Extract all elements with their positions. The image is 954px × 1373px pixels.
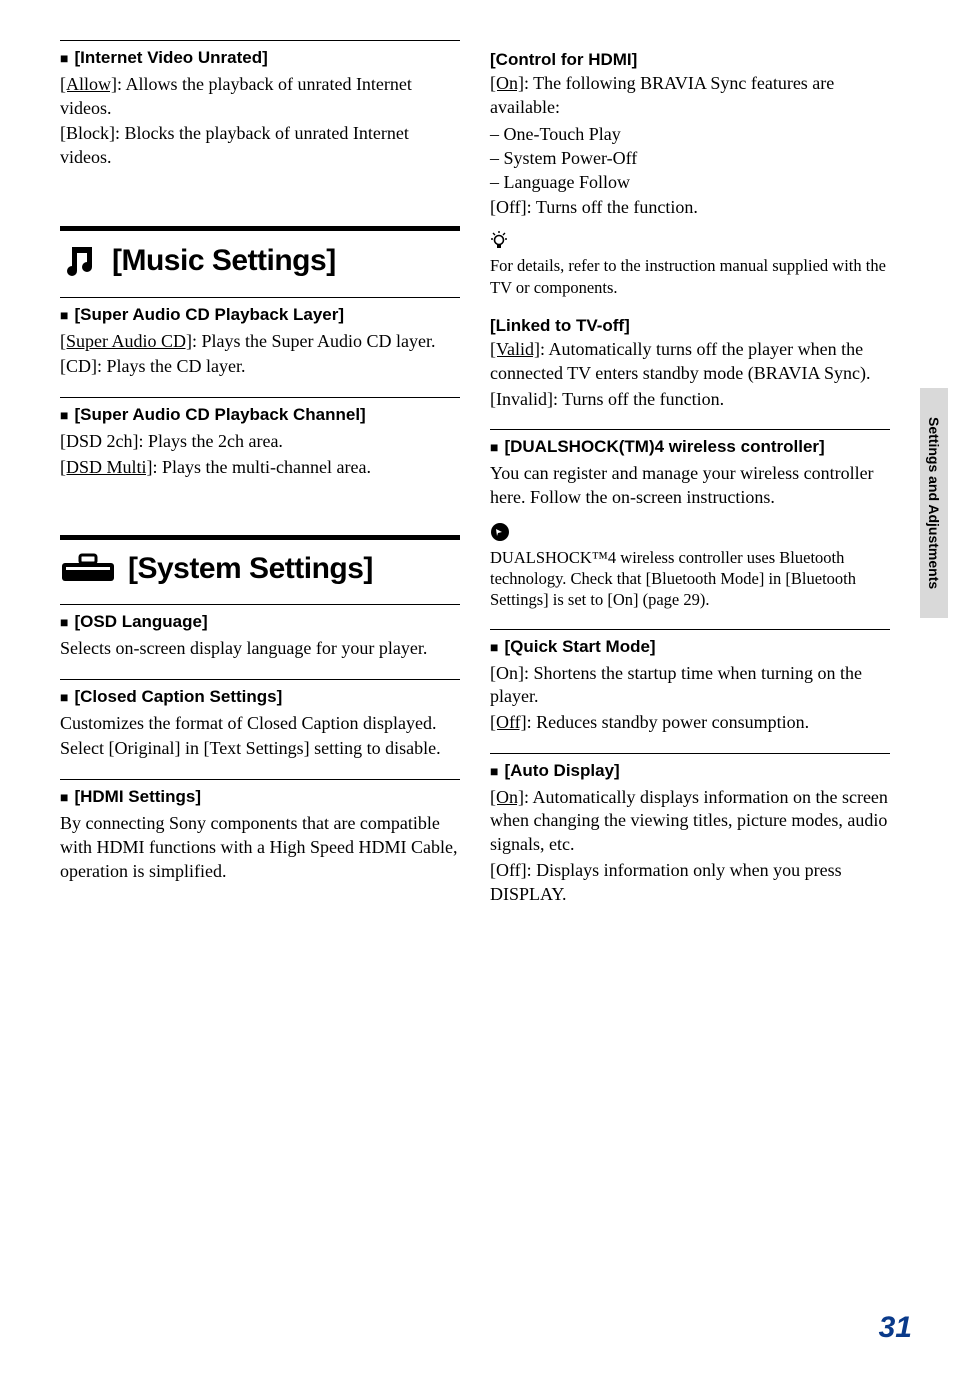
default-option: [Valid] (490, 339, 540, 359)
heading-text: [Music Settings] (112, 244, 336, 278)
body-text: [Super Audio CD]: Plays the Super Audio … (60, 330, 460, 354)
dash-list: – One-Touch Play – System Power-Off – La… (490, 122, 890, 195)
section-hdmi-settings: ■ [HDMI Settings] By connecting Sony com… (60, 779, 460, 883)
section-dualshock: ■ [DUALSHOCK(TM)4 wireless controller] Y… (490, 429, 890, 509)
item-title: ■ [OSD Language] (60, 611, 460, 635)
subheading-linked-tv: [Linked to TV-off] (490, 316, 890, 336)
body-text: [Off]: Displays information only when yo… (490, 859, 890, 907)
bullet-icon: ■ (490, 760, 498, 784)
body-text: [On]: Automatically displays information… (490, 786, 890, 857)
item-title: ■ [Internet Video Unrated] (60, 47, 460, 71)
default-option: [Super Audio CD] (60, 331, 192, 351)
title-text: [Internet Video Unrated] (74, 47, 267, 70)
bullet-icon: ■ (490, 636, 498, 660)
title-text: [Quick Start Mode] (504, 636, 655, 659)
body-text: [Off]: Turns off the function. (490, 196, 890, 220)
music-settings-heading: [Music Settings] (60, 226, 460, 279)
tip-icon (490, 230, 890, 255)
body-text: [DSD 2ch]: Plays the 2ch area. (60, 430, 460, 454)
note-icon (490, 522, 890, 547)
body-text: By connecting Sony components that are c… (60, 812, 460, 883)
music-note-icon (60, 243, 100, 279)
item-title: ■ [Closed Caption Settings] (60, 686, 460, 710)
item-title: ■ [Auto Display] (490, 760, 890, 784)
title-text: [OSD Language] (74, 611, 207, 634)
item-title: ■ [DUALSHOCK(TM)4 wireless controller] (490, 436, 890, 460)
body-text: You can register and manage your wireles… (490, 462, 890, 510)
default-option: [On] (490, 73, 524, 93)
body-text: Selects on-screen display language for y… (60, 637, 460, 661)
default-option: [On] (490, 787, 524, 807)
body-text: [Off]: Reduces standby power consumption… (490, 711, 890, 735)
list-item: – One-Touch Play (490, 122, 890, 146)
side-tab: Settings and Adjustments (920, 388, 948, 618)
item-title: ■ [HDMI Settings] (60, 786, 460, 810)
subheading-control-hdmi: [Control for HDMI] (490, 50, 890, 70)
section-sacd-channel: ■ [Super Audio CD Playback Channel] [DSD… (60, 397, 460, 479)
section-closed-caption: ■ [Closed Caption Settings] Customizes t… (60, 679, 460, 761)
body-text: Select [Original] in [Text Settings] set… (60, 737, 460, 761)
tip-text: For details, refer to the instruction ma… (490, 255, 890, 298)
bullet-icon: ■ (60, 611, 68, 635)
default-option: [Allow] (60, 74, 117, 94)
body-text: [On]: Shortens the startup time when tur… (490, 662, 890, 710)
left-column: ■ [Internet Video Unrated] [Allow]: Allo… (60, 40, 460, 906)
list-item: – Language Follow (490, 170, 890, 194)
bullet-icon: ■ (60, 404, 68, 428)
section-internet-video: ■ [Internet Video Unrated] [Allow]: Allo… (60, 40, 460, 170)
title-text: [Super Audio CD Playback Layer] (74, 304, 344, 327)
bullet-icon: ■ (60, 47, 68, 71)
title-text: [Super Audio CD Playback Channel] (74, 404, 365, 427)
option-desc: : Automatically displays information on … (490, 787, 888, 855)
body-text: [Allow]: Allows the playback of unrated … (60, 73, 460, 121)
body-text: Customizes the format of Closed Caption … (60, 712, 460, 736)
item-title: ■ [Super Audio CD Playback Layer] (60, 304, 460, 328)
body-text: [Invalid]: Turns off the function. (490, 388, 890, 412)
item-title: ■ [Quick Start Mode] (490, 636, 890, 660)
body-text: [On]: The following BRAVIA Sync features… (490, 72, 890, 120)
title-text: [Closed Caption Settings] (74, 686, 282, 709)
page-number: 31 (879, 1311, 912, 1345)
body-text: [Block]: Blocks the playback of unrated … (60, 122, 460, 170)
page-content: ■ [Internet Video Unrated] [Allow]: Allo… (0, 0, 954, 966)
section-osd: ■ [OSD Language] Selects on-screen displ… (60, 604, 460, 661)
section-sacd-layer: ■ [Super Audio CD Playback Layer] [Super… (60, 297, 460, 379)
option-desc: : The following BRAVIA Sync features are… (490, 73, 834, 117)
option-desc: : Automatically turns off the player whe… (490, 339, 870, 383)
section-auto-display: ■ [Auto Display] [On]: Automatically dis… (490, 753, 890, 907)
body-text: [Valid]: Automatically turns off the pla… (490, 338, 890, 386)
default-option: [DSD Multi] (60, 457, 153, 477)
bullet-icon: ■ (60, 304, 68, 328)
title-text: [Auto Display] (504, 760, 619, 783)
bullet-icon: ■ (60, 786, 68, 810)
title-text: [HDMI Settings] (74, 786, 201, 809)
toolbox-icon (60, 553, 116, 585)
bullet-icon: ■ (490, 436, 498, 460)
side-tab-label: Settings and Adjustments (926, 417, 942, 589)
section-quick-start: ■ [Quick Start Mode] [On]: Shortens the … (490, 629, 890, 735)
option-desc: : Reduces standby power consumption. (527, 712, 809, 732)
default-option: [Off] (490, 712, 527, 732)
heading-text: [System Settings] (128, 552, 373, 586)
option-desc: : Plays the multi-channel area. (153, 457, 371, 477)
note-text: DUALSHOCK™4 wireless controller uses Blu… (490, 547, 890, 611)
body-text: [DSD Multi]: Plays the multi-channel are… (60, 456, 460, 480)
right-column: [Control for HDMI] [On]: The following B… (490, 40, 890, 906)
item-title: ■ [Super Audio CD Playback Channel] (60, 404, 460, 428)
option-desc: : Plays the Super Audio CD layer. (192, 331, 435, 351)
title-text: [DUALSHOCK(TM)4 wireless controller] (504, 436, 824, 459)
system-settings-heading: [System Settings] (60, 535, 460, 586)
list-item: – System Power-Off (490, 146, 890, 170)
body-text: [CD]: Plays the CD layer. (60, 355, 460, 379)
bullet-icon: ■ (60, 686, 68, 710)
